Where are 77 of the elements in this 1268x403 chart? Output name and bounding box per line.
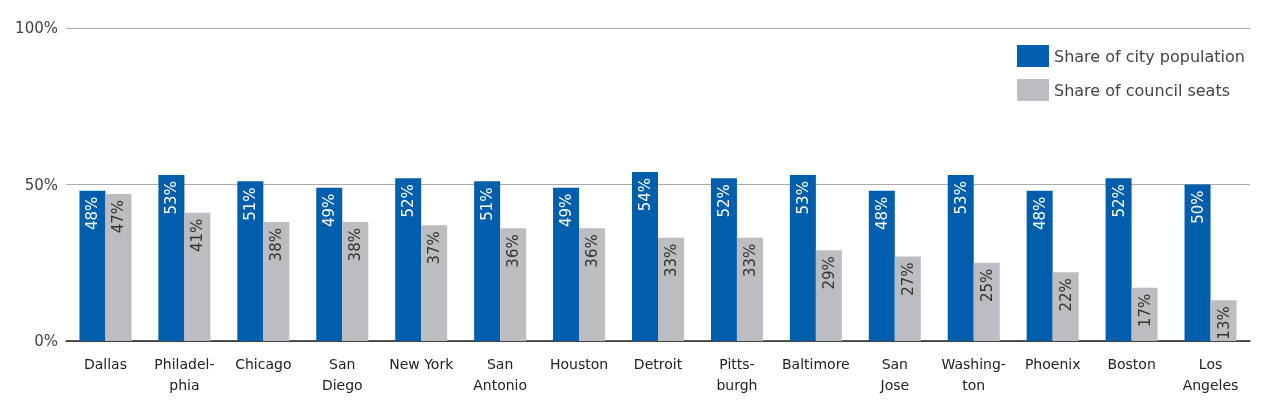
bar — [736, 237, 763, 341]
data-label: 53% — [951, 181, 970, 215]
x-tick-label: San Jose — [879, 355, 910, 393]
x-tick-label: Baltimore — [782, 355, 850, 372]
data-label: 17% — [1135, 293, 1154, 328]
bar — [1105, 178, 1132, 341]
bar — [184, 212, 211, 341]
data-label: 48% — [1030, 196, 1049, 231]
data-label: 53% — [793, 181, 812, 215]
bar — [553, 187, 580, 341]
bar — [316, 187, 343, 341]
data-label: 41% — [188, 218, 207, 253]
bar — [789, 175, 816, 341]
bar — [237, 181, 264, 341]
data-label: 27% — [898, 262, 917, 296]
data-label: 33% — [662, 243, 680, 278]
bar — [500, 228, 527, 341]
data-label: 36% — [504, 234, 523, 268]
bar — [263, 222, 290, 341]
bar — [342, 222, 369, 341]
data-label: 48% — [872, 196, 891, 231]
data-label: 38% — [346, 228, 365, 262]
data-label: 33% — [740, 243, 759, 278]
data-label: 49% — [557, 193, 576, 227]
bar — [658, 237, 684, 341]
bar — [1184, 184, 1211, 341]
bar — [579, 228, 606, 341]
x-tick-label: Boston — [1107, 355, 1156, 372]
bar — [632, 171, 658, 341]
x-tick-label: Chicago — [235, 355, 292, 372]
bar — [947, 175, 974, 341]
data-label: 38% — [267, 228, 286, 262]
x-tick-label: Pitts- burgh — [716, 355, 758, 393]
y-tick-label: 50% — [24, 175, 58, 194]
legend-label: Share of council seats — [1054, 80, 1231, 100]
data-label: 52% — [1109, 184, 1128, 218]
bar — [474, 181, 501, 341]
data-label: 49% — [320, 193, 339, 227]
data-label: 47% — [109, 199, 128, 234]
y-tick-label: 0% — [34, 332, 58, 350]
bar — [421, 225, 448, 341]
data-label: 29% — [819, 256, 838, 290]
data-label: 51% — [241, 187, 260, 221]
data-label: 54% — [636, 177, 654, 212]
x-tick-label: San Diego — [321, 355, 363, 393]
data-label: 22% — [1056, 278, 1075, 312]
y-tick-label: 100% — [15, 19, 58, 37]
bar — [894, 256, 921, 341]
x-tick-label: Dallas — [83, 355, 127, 372]
x-tick-label: Phoenix — [1024, 355, 1081, 372]
bar — [158, 175, 185, 341]
data-label: 53% — [162, 181, 181, 215]
x-tick-label: Houston — [549, 355, 609, 372]
data-label: 52% — [399, 184, 418, 218]
data-label: 25% — [977, 268, 996, 303]
bar — [973, 262, 1000, 341]
x-tick-label: New York — [389, 355, 455, 372]
data-label: 36% — [583, 234, 602, 268]
bar — [815, 250, 842, 341]
data-label: 51% — [478, 187, 497, 221]
bar — [868, 190, 895, 341]
bar — [79, 190, 106, 341]
x-tick-label: Philadel- phia — [154, 355, 215, 393]
data-label: 37% — [425, 231, 444, 265]
legend-label: Share of city population — [1054, 46, 1246, 66]
bar — [395, 178, 422, 341]
x-tick-label: Washing- ton — [941, 355, 1006, 393]
bar — [1026, 190, 1053, 341]
x-tick-label: Detroit — [633, 355, 683, 372]
data-label: 50% — [1188, 190, 1207, 224]
data-label: 48% — [83, 196, 102, 231]
x-tick-label: Los Angeles — [1182, 355, 1239, 393]
bar — [105, 193, 132, 341]
bar — [710, 178, 737, 341]
x-tick-label: San Antonio — [473, 355, 528, 393]
data-label: 52% — [714, 184, 733, 218]
data-label: 13% — [1214, 306, 1233, 340]
